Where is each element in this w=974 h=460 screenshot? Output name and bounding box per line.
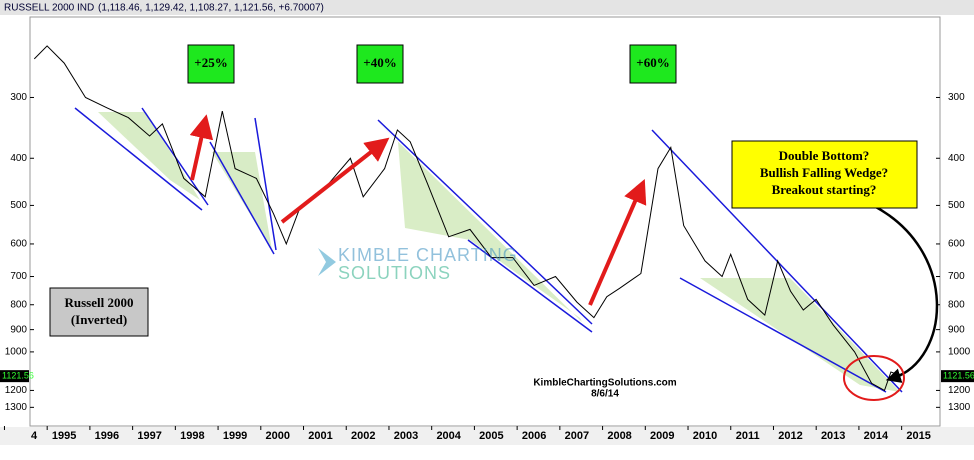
y-tick-label: 1000: [948, 347, 971, 358]
gain-box: [629, 44, 677, 84]
y-tick-label: 500: [948, 200, 965, 211]
y-tick-label: 300: [10, 92, 27, 103]
y-tick-label: 800: [948, 299, 965, 310]
y-tick-label: 700: [10, 271, 27, 282]
y-tick-label: 500: [10, 200, 27, 211]
callout-text: Double Bottom?: [779, 148, 870, 163]
y-tick-label: 400: [948, 153, 965, 164]
watermark: KIMBLE CHARTING SOLUTIONS: [318, 245, 518, 283]
y-tick-label: 1000: [5, 347, 28, 358]
last-value-label: 1121.56: [2, 371, 34, 381]
x-tick-label: 1997: [137, 430, 161, 442]
x-tick-label: 2014: [864, 430, 889, 442]
x-tick-label: 2005: [479, 430, 503, 442]
watermark-text: KIMBLE CHARTING: [338, 245, 518, 265]
y-tick-label: 600: [948, 239, 965, 250]
last-value-box: [0, 370, 29, 383]
x-tick-label: 1999: [223, 430, 247, 442]
y-tick-label: 800: [10, 299, 27, 310]
x-tick-label: 2003: [394, 430, 418, 442]
y-tick-label: 600: [10, 239, 27, 250]
y-tick-label: 1300: [5, 402, 28, 413]
callout-box: [731, 140, 918, 209]
x-tick-label: 1996: [95, 430, 119, 442]
x-tick-label: 2007: [565, 430, 589, 442]
x-tick-label: 2012: [778, 430, 802, 442]
x-tick-label: 2013: [821, 430, 845, 442]
y-tick-label: 900: [10, 324, 27, 335]
highlight-circle: [843, 355, 905, 401]
callout-text: Bullish Falling Wedge?: [760, 165, 888, 180]
gain-label: +25%: [194, 55, 227, 70]
x-tick-label: 2002: [351, 430, 375, 442]
last-value-label: 1121.56: [943, 371, 974, 381]
header-bar: [0, 0, 974, 15]
y-tick-label: 400: [10, 153, 27, 164]
label-text: Russell 2000: [65, 295, 134, 310]
x-tick-label: 1995: [52, 430, 76, 442]
x-tick-label: 2010: [693, 430, 717, 442]
x-tick-label: 2004: [436, 430, 461, 442]
x-tick-label: 2001: [308, 430, 332, 442]
x-tick-label: 2006: [522, 430, 546, 442]
x-tick-label: 2009: [650, 430, 674, 442]
date-text: 8/6/14: [591, 389, 619, 400]
y-tick-label: 300: [948, 92, 965, 103]
label-text: (Inverted): [71, 312, 127, 327]
gain-label: +60%: [636, 55, 669, 70]
gain-box: [187, 44, 235, 84]
x-tick-label: 2011: [736, 430, 760, 442]
y-tick-label: 900: [948, 324, 965, 335]
y-tick-label: 1200: [5, 385, 28, 396]
source-text: KimbleChartingSolutions.com: [533, 378, 676, 389]
gain-box: [356, 44, 404, 84]
x-axis-bar: [0, 427, 974, 445]
series-layer: [33, 45, 902, 392]
x-tick-label: 4: [31, 430, 38, 442]
watermark-text: SOLUTIONS: [338, 263, 451, 283]
x-tick-label: 2000: [266, 430, 290, 442]
header-values: (1,118.46, 1,129.42, 1,108.27, 1,121.56,…: [98, 3, 324, 14]
y-tick-label: 1300: [948, 402, 971, 413]
callout-text: Breakout starting?: [772, 182, 877, 197]
x-tick-label: 2008: [607, 430, 631, 442]
trend-line: [74, 107, 903, 393]
y-tick-label: 700: [948, 271, 965, 282]
header-title: RUSSELL 2000 IND: [4, 3, 94, 14]
gain-label: +40%: [363, 55, 396, 70]
callout-arrow: [871, 203, 939, 383]
x-tick-label: 2015: [906, 430, 930, 442]
y-tick-label: 1200: [948, 385, 971, 396]
last-value-box: [941, 370, 974, 383]
price-line: [33, 45, 902, 392]
red-arrow: [189, 114, 647, 306]
x-tick-label: 1998: [180, 430, 204, 442]
label-box: [49, 287, 149, 337]
plot-frame: [29, 16, 941, 427]
